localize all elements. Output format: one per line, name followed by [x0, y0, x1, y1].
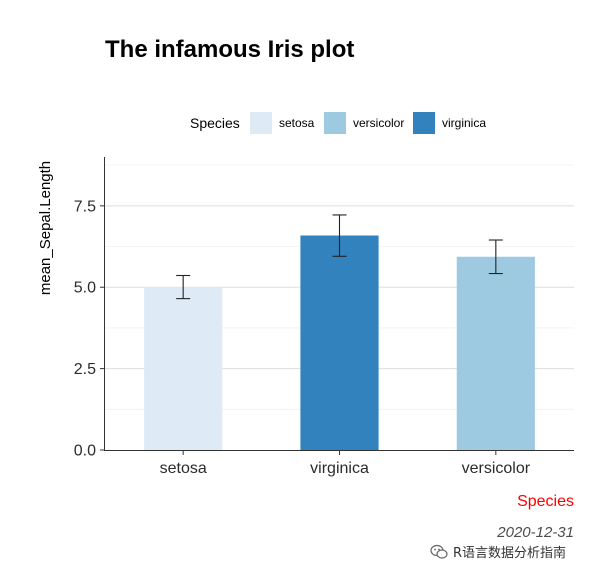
watermark: R语言数据分析指南 [430, 542, 566, 561]
bar-virginica [300, 235, 379, 450]
error-bar-versicolor [488, 239, 503, 275]
x-tick-label-setosa: setosa [160, 460, 207, 477]
y-ticks: 0.0 2.5 5.0 7.5 [74, 198, 105, 460]
legend-item-virginica: virginica [413, 112, 486, 134]
legend-item-setosa: setosa [250, 112, 315, 134]
error-bar-setosa [176, 274, 191, 300]
x-axis-label: Species [517, 493, 574, 510]
legend-key [324, 112, 346, 134]
y-tick-label: 5.0 [74, 280, 96, 297]
legend-label: virginica [442, 116, 486, 130]
legend-key [413, 112, 435, 134]
error-bar-virginica [332, 214, 347, 257]
x-tick-label-versicolor: versicolor [462, 460, 531, 477]
x-ticks: setosa virginica versicolor [160, 450, 531, 477]
legend-label: versicolor [353, 116, 404, 130]
y-axis-label: mean_Sepal.Length [37, 161, 54, 295]
error-bars [176, 214, 503, 300]
legend-key [250, 112, 272, 134]
chart-title: The infamous Iris plot [105, 36, 354, 63]
caption: 2020-12-31 [496, 524, 574, 541]
bar-setosa [144, 287, 223, 450]
legend: Species setosa versicolor virginica [190, 112, 486, 134]
legend-item-versicolor: versicolor [324, 112, 404, 134]
watermark-text: R语言数据分析指南 [453, 546, 567, 561]
legend-title: Species [190, 115, 240, 131]
bars [144, 235, 535, 450]
y-tick-label: 7.5 [74, 198, 96, 215]
y-tick-label: 2.5 [74, 361, 96, 378]
x-tick-label-virginica: virginica [310, 460, 369, 477]
bar-versicolor [456, 256, 535, 450]
wechat-icon [430, 544, 448, 559]
y-tick-label: 0.0 [74, 443, 96, 460]
legend-label: setosa [279, 116, 315, 130]
